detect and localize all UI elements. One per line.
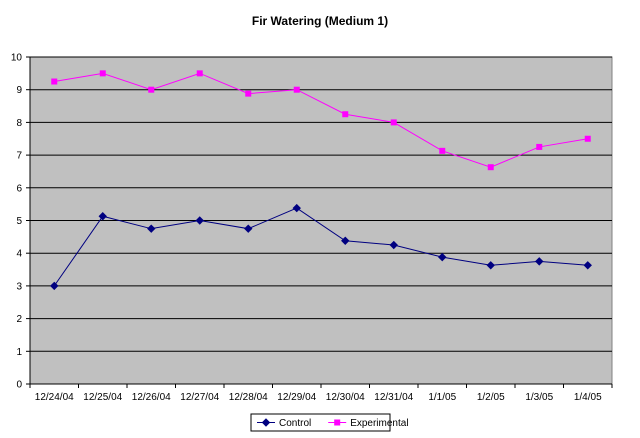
y-axis-ticks: 0 1 2 3 4 5 6 7 8 9 10 [11,53,30,391]
chart-title: Fir Watering (Medium 1) [252,14,388,28]
y-tick-label: 7 [16,151,22,162]
data-point [341,236,350,245]
y-tick-label: 3 [16,281,22,292]
y-tick-label: 5 [16,216,22,227]
x-tick-label: 12/25/04 [83,392,122,403]
data-point [148,86,155,93]
data-point [245,90,252,97]
data-point [535,257,544,266]
data-point [98,212,107,221]
series-group [50,70,592,291]
x-axis-ticks: 12/24/04 12/25/04 12/26/04 12/27/04 12/28/04… [29,384,613,403]
y-tick-label: 6 [16,183,22,194]
data-point [244,224,253,233]
y-tick-label: 0 [16,380,22,391]
y-tick-label: 9 [16,85,22,96]
y-tick-label: 10 [11,53,23,64]
data-point [196,70,203,77]
data-point [486,261,495,270]
x-tick-label: 12/28/04 [229,392,268,403]
gridlines [30,56,612,352]
legend-marker [334,419,341,426]
data-point [50,281,59,291]
x-tick-label: 12/26/04 [132,392,171,403]
x-tick-label: 12/24/04 [35,392,74,403]
data-point [99,70,106,77]
x-tick-label: 12/29/04 [277,392,316,403]
data-point [342,111,349,118]
data-point [51,78,58,85]
x-tick-label: 12/27/04 [180,392,219,403]
data-point [195,216,204,225]
series-experimental [51,70,591,171]
legend-label: Experimental [350,418,408,429]
data-point [293,86,300,93]
x-tick-label: 12/30/04 [326,392,365,403]
x-tick-label: 1/2/05 [477,392,505,403]
series-line [54,72,588,168]
data-point [147,224,156,233]
legend-marker [261,418,271,427]
data-point [536,143,543,150]
legend-box [250,413,391,432]
data-point [487,164,494,171]
y-tick-label: 8 [16,118,22,129]
data-point [390,119,397,126]
y-tick-label: 1 [16,347,22,358]
series-line [53,207,588,287]
y-tick-label: 4 [16,249,22,260]
y-tick-label: 2 [16,314,22,325]
legend: Control Experimental [250,413,409,432]
data-point [292,203,301,213]
x-tick-label: 1/4/05 [574,392,602,403]
data-point [389,240,398,250]
x-tick-label: 1/3/05 [525,392,553,403]
data-point [583,261,592,270]
data-point [584,135,591,142]
series-control [50,203,592,291]
data-point [438,252,447,262]
x-tick-label: 12/31/04 [374,392,413,403]
legend-label: Control [279,418,311,429]
x-tick-label: 1/1/05 [428,392,456,403]
data-point [439,147,446,154]
